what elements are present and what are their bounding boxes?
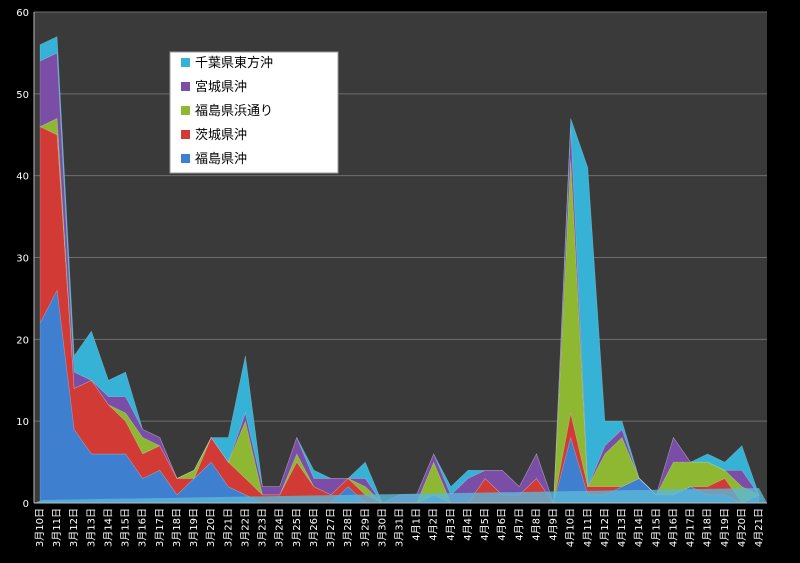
legend-box [169, 51, 339, 174]
x-tick-label: 3月12日 [68, 508, 80, 547]
x-tick-label: 4月10日 [565, 508, 577, 547]
x-tick-label: 4月19日 [719, 508, 731, 547]
x-tick-label: 3月11日 [51, 508, 63, 547]
x-tick-label: 3月15日 [120, 508, 132, 547]
legend-swatch [181, 106, 190, 115]
legend-label: 茨城県沖 [195, 128, 247, 143]
x-axis: 3月10日 3月11日 3月12日 3月13日 3月14日 3月15日 3月16日 3月17日… [34, 502, 767, 547]
x-tick-label: 4月21日 [753, 508, 765, 547]
series-area-4 [39, 36, 760, 504]
y-axis: 0 10 20 30 40 50 60 [16, 8, 35, 510]
x-tick-label: 4月4日 [462, 508, 474, 541]
y-tick-label: 60 [16, 8, 29, 19]
x-tick-label: 4月11日 [582, 508, 594, 547]
x-tick-label: 3月19日 [188, 508, 200, 547]
x-tick-label: 3月10日 [34, 508, 46, 547]
x-tick-label: 3月18日 [171, 508, 183, 547]
y-tick-label: 30 [16, 254, 29, 265]
x-tick-label: 4月14日 [633, 508, 645, 547]
x-tick-label: 3月21日 [222, 508, 234, 547]
legend-label: 宮城県沖 [195, 79, 247, 95]
x-tick-label: 3月17日 [154, 508, 166, 547]
x-tick-label: 4月2日 [428, 508, 440, 541]
x-tick-label: 4月5日 [479, 508, 491, 541]
legend-label: 福島県沖 [195, 152, 247, 167]
x-tick-label: 4月9日 [548, 508, 560, 541]
x-tick-label: 3月27日 [325, 508, 337, 547]
y-tick-label: 0 [23, 499, 29, 510]
x-tick-label: 4月18日 [702, 508, 714, 547]
x-tick-label: 4月8日 [530, 508, 542, 541]
x-tick-label: 4月15日 [650, 508, 662, 547]
x-tick-label: 3月20日 [205, 508, 217, 547]
x-tick-label: 3月16日 [137, 508, 149, 547]
x-tick-label: 4月3日 [445, 508, 457, 541]
x-tick-label: 4月16日 [667, 508, 679, 547]
x-tick-label: 4月6日 [496, 508, 508, 541]
x-tick-label: 3月28日 [342, 508, 354, 547]
x-tick-label: 3月24日 [274, 508, 286, 547]
legend-swatch [181, 130, 190, 139]
x-tick-label: 3月29日 [359, 508, 371, 547]
legend-swatch [181, 82, 190, 91]
y-tick-label: 50 [16, 90, 29, 101]
x-tick-label: 3月13日 [85, 508, 97, 547]
x-tick-label: 4月17日 [685, 508, 697, 547]
x-tick-label: 3月22日 [239, 508, 251, 547]
x-tick-label: 4月13日 [616, 508, 628, 547]
legend-swatch [181, 154, 190, 163]
x-tick-label: 3月31日 [394, 508, 406, 547]
y-tick-label: 20 [16, 335, 29, 346]
x-tick-label: 3月23日 [257, 508, 269, 547]
legend-label: 福島県浜通り [195, 104, 273, 119]
chart-floor [34, 488, 767, 503]
x-tick-label: 3月14日 [102, 508, 114, 547]
y-tick-label: 10 [16, 417, 29, 428]
x-tick-label: 4月20日 [736, 508, 748, 547]
x-tick-label: 3月26日 [308, 508, 320, 547]
x-tick-label: 4月1日 [411, 508, 423, 541]
x-tick-label: 3月25日 [291, 508, 303, 547]
x-tick-label: 3月30日 [376, 508, 388, 547]
legend-label: 千葉県東方沖 [195, 55, 273, 71]
x-tick-label: 4月7日 [513, 508, 525, 541]
legend-swatch [181, 58, 190, 67]
y-tick-label: 40 [16, 172, 29, 183]
x-tick-label: 4月12日 [599, 508, 611, 547]
